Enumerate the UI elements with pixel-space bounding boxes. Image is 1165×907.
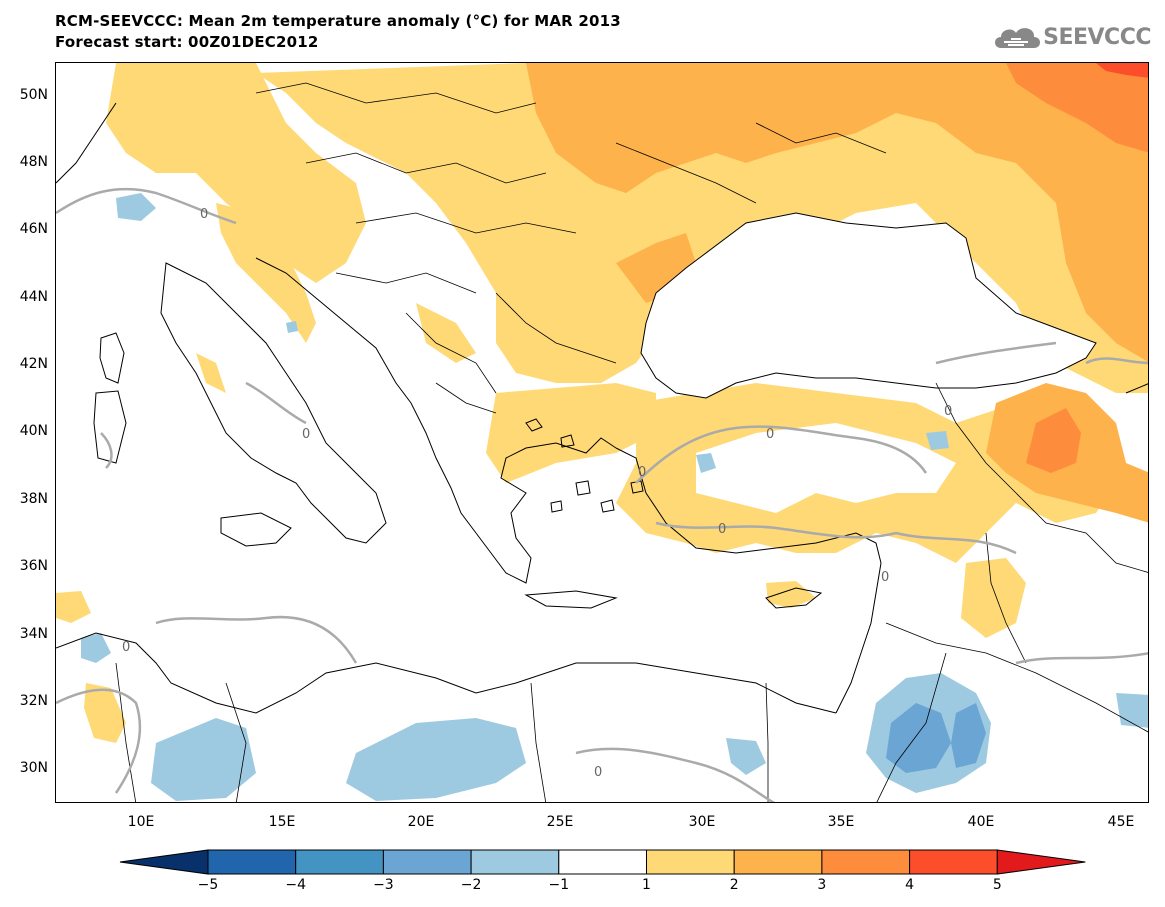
contour-label: 0 (718, 522, 726, 537)
lon-label: 30E (688, 814, 716, 830)
lat-label: 30N (19, 760, 48, 776)
lon-label: 25E (546, 814, 574, 830)
lat-label: 50N (19, 87, 48, 103)
logo-text: SEEVCCC (1043, 24, 1151, 50)
zero-contours (56, 187, 1148, 802)
contour-label: 0 (200, 207, 208, 222)
contour-label: 0 (638, 465, 646, 480)
lon-label: 15E (268, 814, 296, 830)
colorbar-cell (558, 849, 647, 875)
colorbar-arrow-high (996, 849, 1086, 875)
colorbar-cell (646, 849, 735, 875)
colorbar-tick-label: −3 (373, 877, 394, 893)
colorbar-cell (909, 849, 998, 875)
contour-label: 0 (594, 765, 602, 780)
colorbar-tick-label: −2 (460, 877, 482, 893)
lat-label: 38N (19, 491, 48, 507)
colorbar-cell (470, 849, 560, 875)
colorbar-tick-label: −4 (285, 877, 306, 893)
anomaly-fill-warm (56, 63, 1148, 743)
lat-label: 34N (19, 626, 48, 642)
colorbar-tick-label: 5 (992, 877, 1002, 893)
colorbar-cell (821, 849, 911, 875)
colorbar-cells (119, 849, 1086, 875)
lat-label: 36N (19, 558, 48, 574)
lon-label: 20E (407, 814, 435, 830)
forecast-start: Forecast start: 00Z01DEC2012 (55, 33, 319, 51)
lat-label: 44N (19, 289, 48, 305)
contour-label: 0 (881, 570, 889, 585)
colorbar-tick-label: −1 (548, 877, 570, 893)
colorbar-cell (733, 849, 823, 875)
contour-label: 0 (766, 427, 774, 442)
contour-label: 0 (302, 427, 310, 442)
colorbar-arrow-low (119, 849, 209, 875)
colorbar (119, 849, 1086, 875)
map-title: RCM-SEEVCCC: Mean 2m temperature anomaly… (55, 12, 621, 30)
colorbar-tick-label: 1 (642, 877, 651, 893)
contour-label: 0 (944, 404, 952, 419)
lat-label: 48N (19, 154, 48, 170)
anomaly-fill-cold (81, 193, 1148, 801)
colorbar-tick-label: 3 (817, 877, 827, 893)
lat-label: 42N (19, 356, 48, 372)
lon-label: 45E (1107, 814, 1135, 830)
colorbar-tick-label: 4 (905, 877, 915, 893)
colorbar-tick-label: −5 (197, 877, 219, 893)
lat-label: 40N (19, 423, 48, 439)
colorbar-tick-label: 2 (729, 877, 739, 893)
colorbar-cell (207, 849, 297, 875)
contour-label: 0 (122, 640, 130, 655)
borders (115, 82, 1148, 802)
colorbar-cell (382, 849, 472, 875)
lat-label: 46N (19, 221, 48, 237)
contour-labels: 0 0 0 0 0 0 0 0 0 (122, 207, 952, 780)
lon-label: 40E (967, 814, 995, 830)
lat-label: 32N (19, 693, 48, 709)
cloud-icon (995, 28, 1041, 48)
lon-label: 10E (127, 814, 155, 830)
lon-label: 35E (827, 814, 855, 830)
seevccc-logo: SEEVCCC (991, 22, 1151, 52)
colorbar-cell (295, 849, 384, 875)
anomaly-map: 0 0 0 0 0 0 0 0 0 (55, 62, 1149, 803)
map-canvas: 0 0 0 0 0 0 0 0 0 (56, 63, 1148, 802)
